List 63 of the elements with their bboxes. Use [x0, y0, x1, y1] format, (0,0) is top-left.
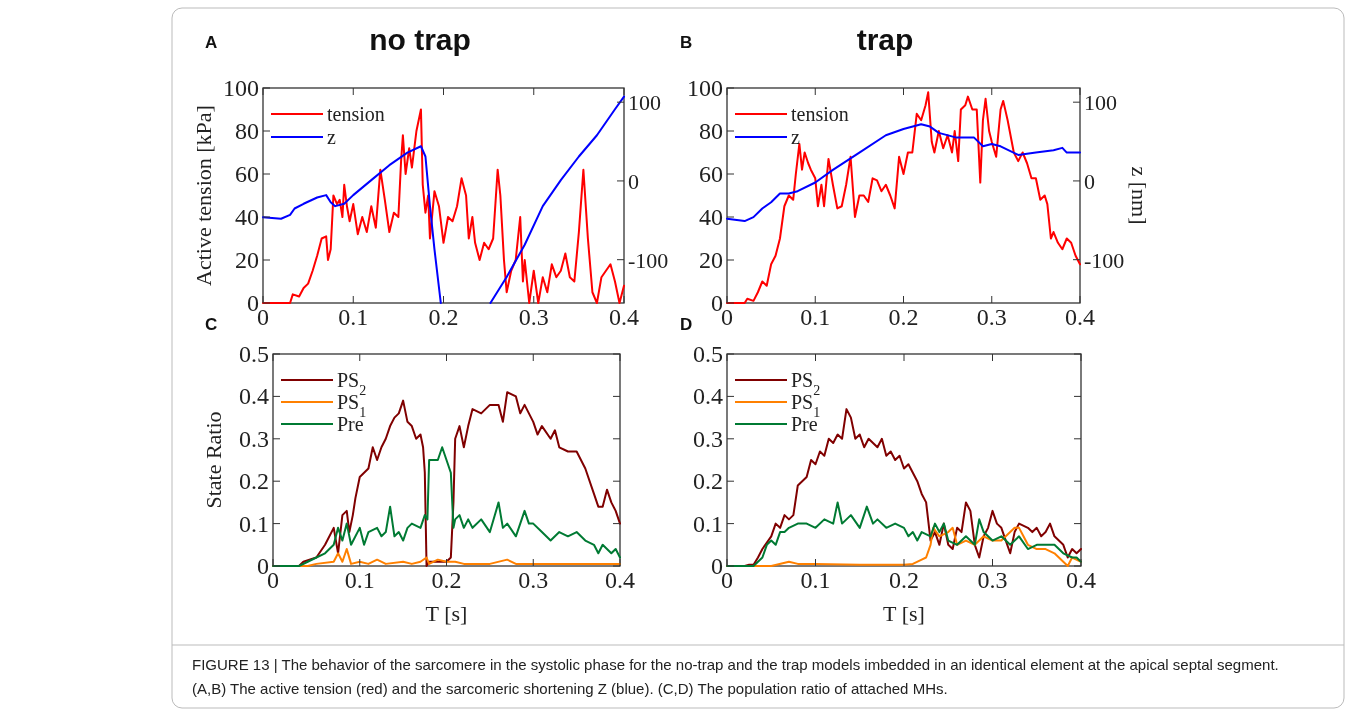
text: (A,B) The active tension (red) and the sarcomeric shortening Z (blue). (C,D) The population ratio of attached MHs.	[192, 680, 948, 697]
text: D	[680, 315, 693, 334]
chart-title: no trap	[369, 23, 471, 56]
y-axis-title: Active tension [kPa]	[191, 105, 216, 286]
x-tick-label: 0.3	[518, 567, 549, 593]
y-tick-label: 0.5	[239, 341, 269, 367]
y-tick-label: 0.5	[693, 341, 723, 367]
y-tick-label: 0.4	[693, 383, 723, 410]
x-tick-label: 0.2	[431, 567, 462, 593]
x-tick-label: 0.4	[1065, 304, 1095, 330]
legend-label: tension	[791, 103, 849, 125]
x-tick-label: 0.2	[889, 567, 919, 593]
x-tick-label: 0.3	[976, 304, 1007, 330]
y-tick-label: 60	[699, 161, 723, 187]
y-tick-label: 40	[699, 204, 723, 230]
y-tick-label: 0.4	[239, 383, 269, 410]
y2-tick-label: 0	[628, 168, 639, 194]
y-tick-label: 0.1	[693, 510, 723, 537]
x-tick-label: 0.3	[518, 304, 549, 330]
y-tick-label: 80	[699, 118, 723, 144]
x-tick-label: 0.2	[888, 304, 919, 330]
line-series	[726, 123, 1081, 223]
y-tick-label: 0.1	[239, 510, 269, 537]
y-tick-label: 0.2	[239, 468, 269, 495]
y-tick-label: 20	[235, 247, 259, 273]
x-tick-label: 0.1	[344, 567, 375, 593]
y-tick-label: 100	[223, 75, 259, 101]
chart-title: trap	[856, 23, 914, 56]
legend-label: z	[327, 126, 336, 148]
line-series	[726, 501, 1082, 567]
y-tick-label: 40	[235, 204, 259, 230]
y-tick-label: 60	[235, 161, 259, 187]
x-tick-label: 0.2	[428, 304, 459, 330]
y-tick-label: 100	[687, 75, 723, 101]
y2-tick-label: 0	[1084, 168, 1095, 194]
y2-tick-label: 100	[1084, 90, 1117, 116]
text: A	[205, 33, 218, 52]
y2-tick-label: -100	[628, 247, 669, 273]
x-axis-title: T [s]	[425, 601, 468, 626]
legend-label: z	[791, 126, 800, 148]
y-axis-title: State Ratio	[201, 411, 226, 509]
y2-axis-title: z [nm]	[1127, 166, 1152, 225]
legend-label: tension	[327, 103, 385, 125]
x-tick-label: 0.4	[1066, 567, 1096, 593]
x-tick-label: 0.1	[800, 567, 831, 593]
x-tick-label: 0.3	[977, 567, 1008, 593]
line-series	[272, 446, 621, 567]
caption: FIGURE 13 | The behavior of the sarcomere in the systolic phase for the no-trap and the trap models imbedded in an identical element at the apical septal segment.	[192, 656, 1279, 673]
text: C	[205, 315, 218, 334]
x-tick-label: 0.1	[800, 304, 831, 330]
y-tick-label: 0.3	[693, 425, 723, 452]
y-tick-label: 0.3	[239, 425, 269, 452]
y-tick-label: 20	[699, 247, 723, 273]
x-tick-label: 0.4	[609, 304, 639, 330]
y-tick-label: 80	[235, 118, 259, 144]
y-tick-label: 0.2	[693, 468, 723, 495]
x-axis-title: T [s]	[883, 601, 925, 626]
y2-tick-label: 100	[628, 90, 661, 116]
x-tick-label: 0.1	[338, 304, 369, 330]
line-series	[726, 91, 1081, 304]
y2-tick-label: -100	[1084, 247, 1125, 273]
x-tick-label: 0.4	[605, 567, 635, 593]
text: B	[680, 33, 693, 52]
